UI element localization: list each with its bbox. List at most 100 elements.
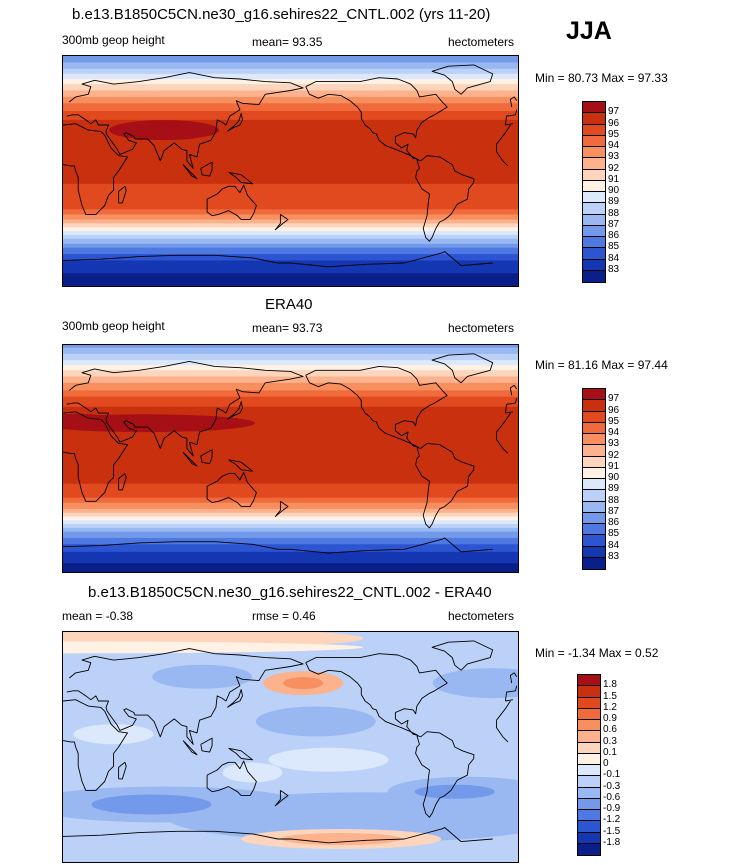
contour-band bbox=[63, 195, 518, 198]
contour-band bbox=[63, 507, 518, 510]
contour-band bbox=[63, 356, 518, 359]
contour-band bbox=[63, 442, 518, 444]
contour-band bbox=[63, 56, 518, 58]
contour-band bbox=[63, 283, 518, 286]
contour-band bbox=[63, 459, 518, 462]
contour-band bbox=[63, 493, 518, 496]
contour-band bbox=[63, 229, 518, 232]
panel-2-minmax-label: Min = 81.16 Max = 97.44 bbox=[535, 358, 668, 372]
contour-band bbox=[63, 549, 518, 552]
contour-band bbox=[63, 351, 518, 354]
contour-band bbox=[63, 466, 518, 468]
contour-band bbox=[63, 194, 518, 196]
coastline bbox=[228, 171, 254, 185]
contour-blob bbox=[281, 833, 402, 845]
contour-band bbox=[63, 130, 518, 132]
contour-band bbox=[63, 178, 518, 181]
contour-band bbox=[63, 403, 518, 405]
contour-band bbox=[63, 396, 518, 399]
contour-band bbox=[63, 450, 518, 453]
contour-band bbox=[63, 164, 518, 167]
colorbar-3-tick-label: 0.1 bbox=[603, 746, 617, 758]
contour-band bbox=[63, 282, 518, 285]
contour-band bbox=[63, 90, 518, 93]
contour-band bbox=[63, 481, 518, 484]
colorbar-1-tick-label: 89 bbox=[608, 196, 620, 208]
contour-band bbox=[63, 196, 518, 199]
contour-band bbox=[63, 100, 518, 103]
contour-band bbox=[63, 139, 518, 141]
contour-band bbox=[63, 495, 518, 497]
contour-band bbox=[63, 62, 518, 65]
contour-band bbox=[63, 173, 518, 176]
contour-band bbox=[63, 490, 518, 492]
contour-band bbox=[63, 487, 518, 490]
contour-band bbox=[63, 174, 518, 177]
contour-band bbox=[63, 452, 518, 455]
contour-band bbox=[63, 233, 518, 236]
contour-band bbox=[63, 421, 518, 424]
coastline bbox=[63, 251, 493, 268]
contour-band bbox=[63, 119, 518, 122]
colorbar-3-swatch bbox=[577, 842, 601, 856]
contour-band bbox=[63, 240, 518, 242]
contour-band bbox=[63, 57, 518, 60]
panel-1-mean-label: mean= 93.35 bbox=[252, 35, 323, 49]
coastline bbox=[227, 689, 243, 708]
contour-band bbox=[63, 385, 518, 388]
coastline bbox=[200, 449, 213, 464]
contour-band bbox=[63, 114, 518, 117]
colorbar-2-tick-label: 84 bbox=[608, 539, 620, 551]
contour-band bbox=[63, 486, 518, 489]
contour-band bbox=[63, 242, 518, 245]
contour-band bbox=[63, 529, 518, 531]
contour-band bbox=[63, 163, 518, 166]
contour-band bbox=[63, 113, 518, 116]
contour-band bbox=[63, 105, 518, 108]
contour-band bbox=[63, 532, 518, 535]
coastline bbox=[509, 672, 518, 684]
contour-band bbox=[63, 91, 518, 94]
contour-band bbox=[63, 468, 518, 471]
contour-band bbox=[63, 366, 518, 369]
contour-band bbox=[63, 168, 518, 171]
contour-band bbox=[63, 264, 518, 267]
panel-2-variable-label: 300mb geop height bbox=[62, 319, 165, 333]
colorbar-2-tick-label: 93 bbox=[608, 438, 620, 450]
contour-band bbox=[63, 59, 518, 62]
contour-band bbox=[63, 213, 518, 216]
contour-band bbox=[63, 82, 518, 85]
contour-band bbox=[63, 479, 518, 482]
colorbar-3-tick-label: 0.9 bbox=[603, 713, 617, 724]
contour-band bbox=[63, 93, 518, 95]
contour-band bbox=[63, 346, 518, 349]
contour-band bbox=[63, 259, 518, 262]
colorbar-2-tick-label: 95 bbox=[608, 415, 620, 427]
panel-1-units-label: hectometers bbox=[448, 35, 515, 49]
contour-band bbox=[63, 228, 518, 231]
contour-band bbox=[63, 365, 518, 368]
contour-band bbox=[63, 423, 518, 426]
contour-band bbox=[63, 491, 518, 494]
contour-band bbox=[63, 425, 518, 428]
colorbar-3-tick-label: -1.8 bbox=[603, 836, 621, 848]
contour-band bbox=[63, 449, 518, 452]
contour-band bbox=[63, 437, 518, 439]
coastline bbox=[509, 96, 518, 108]
contour-band bbox=[63, 252, 518, 255]
colorbar-1-tick-label: 94 bbox=[608, 140, 620, 151]
contour-band bbox=[63, 559, 518, 562]
contour-band bbox=[63, 443, 518, 446]
contour-band bbox=[63, 251, 518, 254]
panel-2-map-svg bbox=[63, 345, 518, 572]
panel-2-map bbox=[62, 344, 519, 573]
coastline bbox=[415, 731, 475, 818]
contour-band bbox=[63, 462, 518, 465]
contour-band bbox=[63, 535, 518, 538]
contour-band bbox=[63, 360, 518, 362]
contour-band bbox=[63, 375, 518, 378]
colorbar-3-tick-label: -0.9 bbox=[603, 803, 621, 814]
contour-band bbox=[63, 199, 518, 201]
contour-band bbox=[63, 355, 518, 357]
panel-1-map-svg bbox=[63, 56, 518, 286]
